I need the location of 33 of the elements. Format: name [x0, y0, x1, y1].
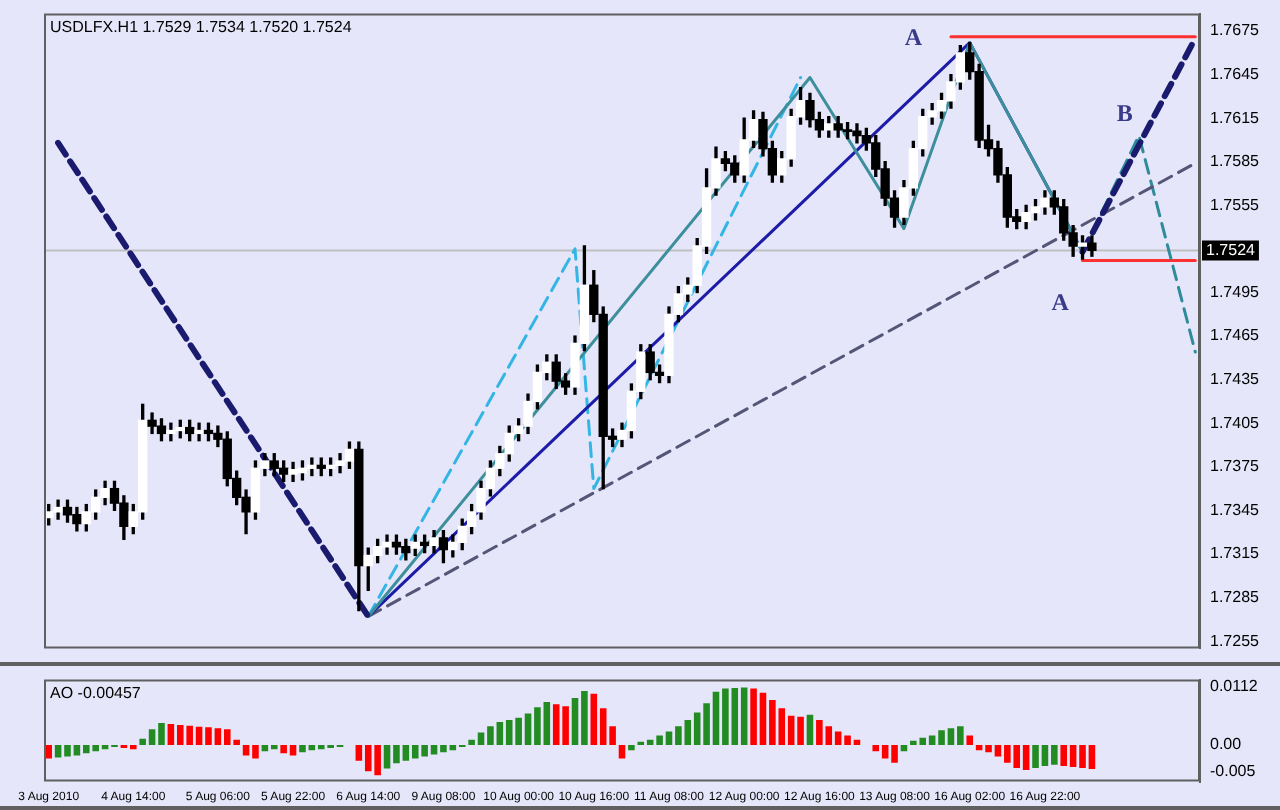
- ref-line-label: 1.7524: [1206, 240, 1257, 259]
- y-tick-label: 1.7495: [1210, 282, 1261, 301]
- y-tick-label: 1.7675: [1210, 21, 1261, 40]
- bar: [45, 744, 52, 759]
- bar: [1060, 744, 1068, 766]
- y-tick-label: 1.7345: [1210, 500, 1261, 519]
- bar: [966, 735, 974, 745]
- y-tick-label: 1.7315: [1210, 544, 1261, 563]
- y-tick-label: 1.7555: [1210, 195, 1261, 214]
- chart-title: AO -0.00457: [50, 684, 142, 703]
- bar: [590, 693, 598, 745]
- bar: [872, 744, 880, 752]
- bar: [270, 744, 278, 750]
- y-tick-label: 1.7285: [1210, 587, 1261, 606]
- y-tick-label: 1.7255: [1210, 631, 1261, 650]
- y-tick-label: 0.00: [1210, 735, 1243, 754]
- y-tick-label: 1.7615: [1210, 108, 1261, 127]
- annotation: A: [1051, 287, 1070, 316]
- y-tick-label: -0.005: [1210, 761, 1257, 780]
- annotation: A: [904, 23, 923, 52]
- bar: [618, 744, 626, 759]
- y-tick-label: 0.0112: [1210, 676, 1259, 695]
- bar: [806, 714, 814, 745]
- y-tick-label: 1.7375: [1210, 457, 1261, 476]
- bar: [628, 744, 635, 751]
- annotation: B: [1116, 98, 1133, 127]
- chart-title: USDLFX.H1 1.7529 1.7534 1.7520 1.7524: [50, 18, 353, 37]
- y-tick-label: 1.7405: [1210, 413, 1261, 432]
- y-tick-label: 1.7435: [1210, 370, 1261, 389]
- line-series: [366, 76, 803, 618]
- y-tick-label: 1.7585: [1210, 152, 1261, 171]
- y-tick-label: 1.7645: [1210, 65, 1261, 84]
- y-tick-label: 1.7465: [1210, 326, 1261, 345]
